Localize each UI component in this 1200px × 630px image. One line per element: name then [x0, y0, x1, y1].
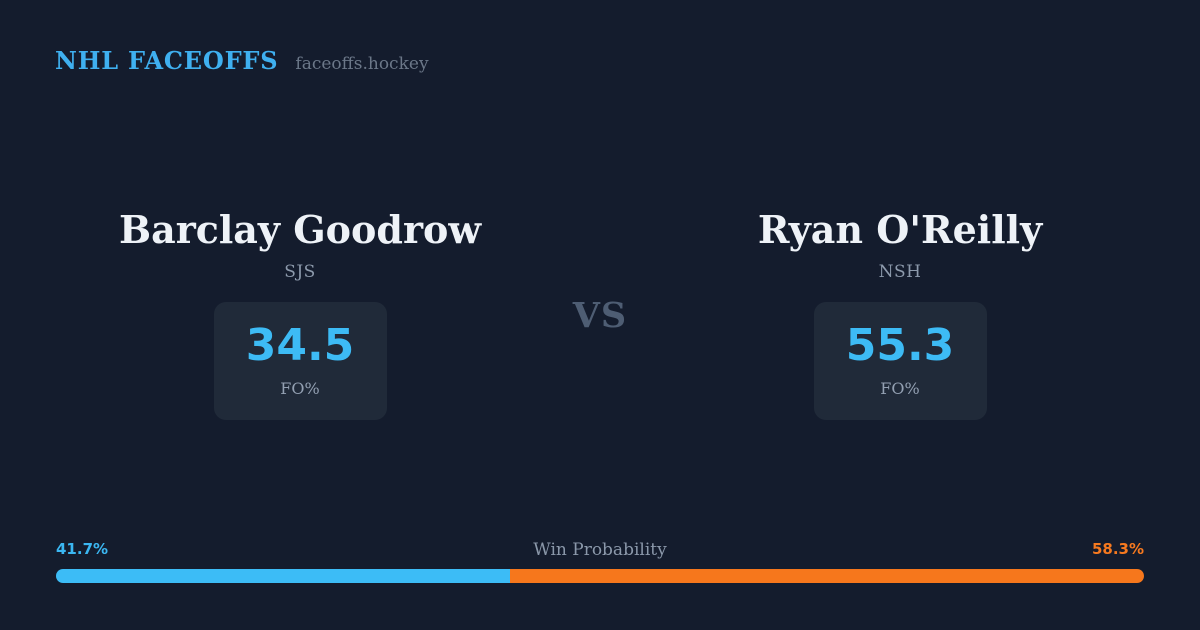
site-url: faceoffs.hockey: [295, 54, 429, 74]
player-left: Barclay Goodrow SJS 34.5 FO%: [0, 208, 600, 420]
header: NHL FACEOFFS faceoffs.hockey: [55, 46, 429, 75]
stat-value: 55.3: [845, 320, 955, 371]
win-pct-right: 58.3%: [1091, 540, 1144, 558]
win-bar-left: [56, 569, 510, 583]
win-bar-right: [509, 569, 1144, 583]
stat-label: FO%: [280, 379, 320, 398]
stat-label: FO%: [880, 379, 920, 398]
player-name: Ryan O'Reilly: [757, 207, 1043, 252]
stat-card: 34.5 FO%: [213, 302, 387, 420]
stat-card: 55.3 FO%: [813, 302, 987, 420]
player-right: Ryan O'Reilly NSH 55.3 FO%: [600, 208, 1200, 420]
win-probability-bar: [56, 569, 1144, 583]
vs-label: VS: [572, 295, 628, 336]
win-probability-title: Win Probability: [533, 540, 667, 560]
player-name: Barclay Goodrow: [118, 207, 482, 252]
win-probability-labels: 41.7% Win Probability 58.3%: [56, 540, 1144, 560]
player-team: NSH: [878, 262, 922, 282]
win-pct-left: 41.7%: [56, 540, 109, 558]
player-team: SJS: [284, 262, 316, 282]
stat-value: 34.5: [245, 320, 355, 371]
win-probability-section: 41.7% Win Probability 58.3%: [56, 540, 1144, 583]
brand-title: NHL FACEOFFS: [55, 46, 279, 75]
